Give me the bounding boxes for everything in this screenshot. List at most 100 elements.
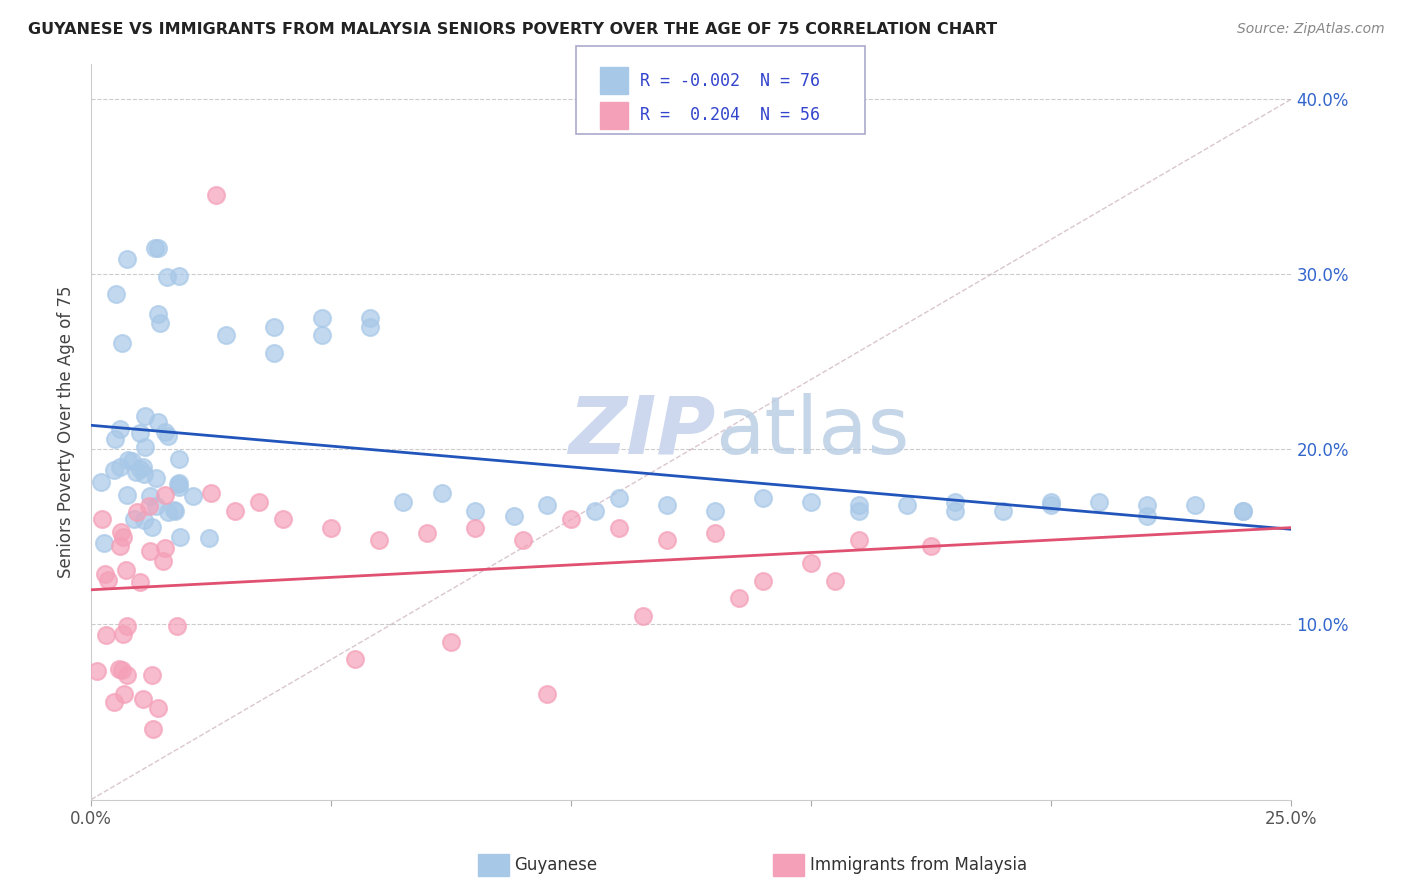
Text: atlas: atlas (716, 392, 910, 471)
Point (86, 665, 108, 679)
Point (183, 489, 205, 503)
Point (704, 526, 727, 541)
Point (115, 252, 138, 266)
Point (145, 471, 167, 485)
Point (97, 574, 120, 588)
Point (134, 441, 156, 455)
Point (110, 459, 132, 474)
Point (943, 495, 966, 509)
Point (146, 700, 169, 714)
Point (91, 512, 114, 526)
Point (165, 503, 187, 517)
Point (633, 608, 655, 623)
Point (1184, 499, 1206, 513)
Point (152, 554, 174, 568)
Point (704, 503, 727, 517)
Point (129, 461, 152, 475)
Point (132, 459, 155, 474)
Point (103, 695, 125, 709)
Point (800, 556, 823, 570)
Point (167, 475, 190, 490)
Point (311, 328, 333, 343)
Point (1040, 499, 1063, 513)
Point (141, 520, 163, 534)
Point (943, 503, 966, 517)
Point (271, 512, 294, 526)
Point (132, 467, 155, 482)
Point (583, 503, 606, 517)
Point (1232, 503, 1254, 517)
Point (128, 425, 150, 440)
Point (104, 432, 127, 446)
Point (464, 521, 486, 535)
Point (430, 486, 453, 500)
Point (198, 531, 221, 545)
Point (146, 307, 169, 321)
Text: Immigrants from Malaysia: Immigrants from Malaysia (810, 856, 1026, 874)
Text: ZIP: ZIP (568, 392, 716, 471)
Point (392, 495, 415, 509)
Point (157, 505, 180, 519)
Point (142, 722, 165, 736)
Point (800, 495, 823, 509)
Point (344, 652, 367, 666)
Text: GUYANESE VS IMMIGRANTS FROM MALAYSIA SENIORS POVERTY OVER THE AGE OF 75 CORRELAT: GUYANESE VS IMMIGRANTS FROM MALAYSIA SEN… (28, 22, 997, 37)
Y-axis label: Seniors Poverty Over the Age of 75: Seniors Poverty Over the Age of 75 (58, 285, 75, 578)
Point (368, 533, 391, 548)
Point (848, 499, 870, 513)
Point (728, 591, 751, 606)
Point (134, 513, 156, 527)
Point (247, 495, 270, 509)
Point (149, 316, 172, 330)
Point (112, 627, 135, 641)
Point (156, 269, 179, 284)
Point (108, 662, 131, 676)
Point (115, 619, 138, 633)
Point (607, 521, 630, 535)
Point (607, 491, 630, 506)
Point (167, 451, 190, 466)
Point (143, 241, 166, 255)
Text: R = -0.002  N = 76: R = -0.002 N = 76 (640, 71, 820, 90)
Point (560, 512, 582, 526)
Point (536, 688, 558, 702)
Point (848, 503, 870, 517)
Point (512, 533, 534, 548)
Point (138, 499, 160, 513)
Point (155, 425, 177, 439)
Point (148, 415, 170, 429)
Point (1088, 495, 1111, 509)
Point (657, 533, 679, 548)
Point (93, 566, 115, 581)
Point (125, 465, 148, 479)
Point (90, 475, 112, 489)
Point (214, 328, 236, 343)
Point (103, 463, 125, 477)
Point (153, 488, 176, 502)
Point (112, 530, 135, 544)
Point (141, 668, 163, 682)
Point (167, 269, 190, 284)
Point (359, 319, 381, 334)
Point (993, 503, 1015, 517)
Point (167, 477, 190, 491)
Point (105, 286, 128, 301)
Point (112, 687, 135, 701)
Point (359, 310, 381, 325)
Point (502, 508, 524, 523)
Point (115, 563, 138, 577)
Point (110, 422, 132, 436)
Point (155, 541, 177, 556)
Point (129, 574, 152, 589)
Point (117, 453, 139, 467)
Point (752, 574, 775, 588)
Point (536, 499, 558, 513)
Point (440, 635, 463, 649)
Point (752, 491, 775, 506)
Point (139, 489, 162, 503)
Point (896, 499, 918, 513)
Point (263, 319, 285, 334)
Point (145, 500, 167, 514)
Point (224, 503, 246, 517)
Point (111, 663, 134, 677)
